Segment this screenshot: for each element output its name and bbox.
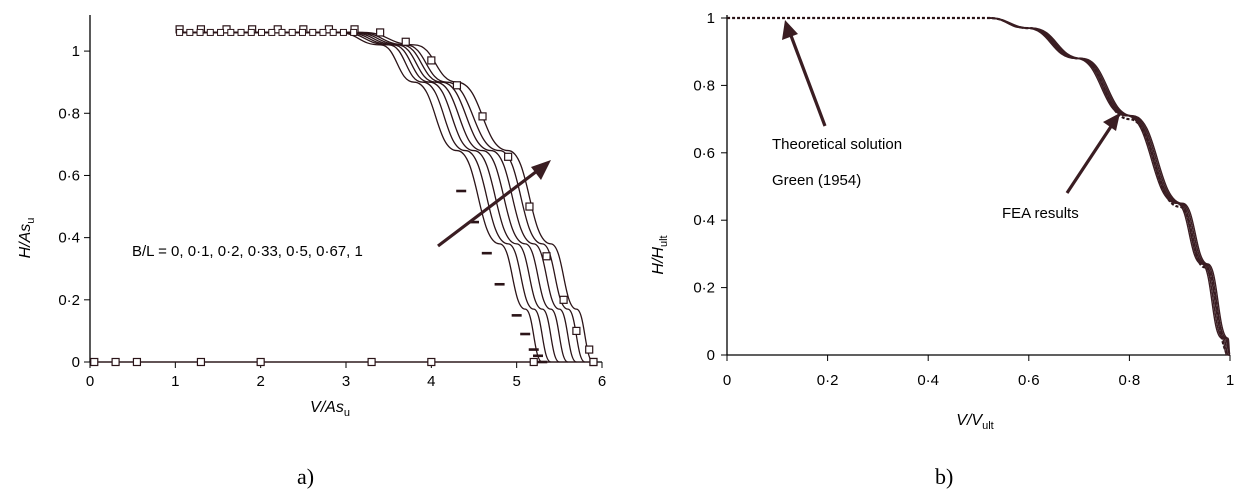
chart-b-x-ticks: 0 0·2 0·4 0·6 0·8 1 — [723, 355, 1234, 389]
chart-b-fea-line — [988, 17, 1231, 356]
chart-a-x-tick-label: 4 — [427, 373, 435, 390]
chart-a-square-marker — [542, 252, 551, 261]
chart-b-x-tick-label: 0·4 — [917, 372, 939, 389]
chart-a-square-marker — [258, 28, 266, 36]
chart-a-square-marker — [339, 28, 347, 36]
chart-a-square-marker — [111, 357, 120, 367]
chart-a-square-marker — [196, 357, 206, 367]
chart-a-square-marker — [186, 28, 194, 36]
chart-a-series — [90, 31, 594, 363]
chart-a-y-tick-label: 0·2 — [58, 292, 80, 309]
chart-a-square-marker — [427, 56, 436, 65]
chart-a-square-marker — [247, 28, 255, 36]
chart-a-square-marker — [90, 357, 99, 367]
chart-a-square-marker — [589, 357, 598, 367]
chart-a-markers — [90, 25, 598, 367]
chart-a-square-marker — [298, 28, 306, 36]
chart-b-series — [727, 16, 1231, 357]
chart-a-annotation: B/L = 0, 0·1, 0·2, 0·33, 0·5, 0·67, 1 — [132, 243, 363, 260]
chart-b-y-label: H/Hult — [650, 235, 670, 274]
chart-b-y-tick-label: 0·8 — [693, 77, 715, 94]
chart-a-square-marker — [478, 112, 487, 121]
chart-a-square-marker — [206, 28, 214, 36]
chart-a-square-marker — [227, 28, 235, 36]
chart-b-fea-line — [988, 17, 1228, 356]
chart-b-annotation-theoretical: Theoretical solution — [772, 136, 902, 153]
chart-b-y-tick-label: 1 — [707, 10, 715, 27]
chart-a-square-marker — [278, 28, 286, 36]
chart-b-x-label: V/Vult — [956, 412, 993, 432]
chart-a-arrow — [437, 160, 551, 248]
chart-a-y-ticks: 0 0·2 0·4 0·6 0·8 1 — [58, 43, 90, 371]
chart-a-series-line — [179, 31, 569, 363]
chart-b-arrow-fea — [1065, 113, 1120, 194]
chart-b-x-tick-label: 0·8 — [1119, 372, 1141, 389]
chart-a-square-marker — [268, 28, 276, 36]
chart-b-fea-line — [988, 17, 1231, 356]
chart-a-square-marker — [309, 28, 317, 36]
chart-a-square-marker — [176, 28, 184, 36]
chart-a-series-line — [179, 31, 594, 363]
chart-a-square-marker — [329, 28, 337, 36]
chart-a-square-marker — [529, 357, 538, 367]
chart-a-square-marker — [319, 28, 327, 36]
chart-a-square-marker — [367, 357, 376, 367]
chart-a-square-marker — [572, 326, 581, 336]
chart-a-square-marker — [585, 345, 594, 354]
chart-a-square-marker — [256, 357, 265, 367]
chart-b-y-tick-label: 0·6 — [693, 145, 715, 162]
chart-a-x-tick-label: 2 — [256, 373, 264, 390]
chart-b-fea-line — [988, 17, 1231, 356]
chart-a-square-marker — [559, 295, 568, 304]
chart-b-x-tick-label: 0·6 — [1018, 372, 1040, 389]
chart-b-annotation-green: Green (1954) — [772, 172, 861, 189]
chart-a-y-label: H/Asu — [17, 218, 37, 259]
chart-b-arrow-theoretical — [782, 20, 827, 127]
chart-a-y-tick-label: 1 — [72, 43, 80, 60]
chart-b: 0 0·2 0·4 0·6 0·8 1 0 0·2 0·4 0·6 0·8 1 H/Hult V/V… — [650, 10, 1234, 489]
chart-a-y-tick-label: 0·8 — [58, 105, 80, 122]
chart-a: 0 1 2 3 4 5 6 0 0·2 0·4 0·6 0·8 1 H/Asu V/Asu B/L =… — [17, 15, 606, 489]
chart-a-series-line — [179, 31, 543, 363]
chart-a-y-tick-label: 0·4 — [58, 230, 80, 247]
chart-a-x-ticks: 0 1 2 3 4 5 6 — [86, 362, 606, 390]
chart-a-square-marker — [288, 28, 296, 36]
caption-a: a) — [297, 464, 314, 489]
chart-b-fea-line — [988, 17, 1230, 356]
chart-a-square-marker — [376, 28, 385, 37]
chart-a-series-line — [179, 31, 577, 363]
chart-b-annotation-fea: FEA results — [1002, 205, 1079, 222]
chart-a-x-tick-label: 6 — [598, 373, 606, 390]
chart-b-y-tick-label: 0 — [707, 347, 715, 364]
chart-b-x-tick-label: 0·2 — [817, 372, 839, 389]
chart-a-x-tick-label: 3 — [342, 373, 350, 390]
chart-a-square-marker — [350, 28, 358, 36]
chart-a-x-tick-label: 5 — [512, 373, 520, 390]
chart-a-x-tick-label: 1 — [171, 373, 179, 390]
chart-a-square-marker — [401, 37, 410, 46]
chart-a-square-marker — [452, 81, 462, 90]
chart-a-square-marker — [237, 28, 245, 36]
chart-b-x-tick-label: 1 — [1226, 372, 1234, 389]
chart-a-square-marker — [196, 28, 204, 36]
chart-a-y-tick-label: 0 — [72, 354, 80, 371]
chart-a-square-marker — [427, 357, 436, 367]
chart-a-series-line — [179, 31, 586, 363]
chart-a-x-tick-label: 0 — [86, 373, 94, 390]
chart-b-y-ticks: 0 0·2 0·4 0·6 0·8 1 — [693, 10, 727, 364]
chart-a-square-marker — [504, 152, 513, 161]
chart-b-x-tick-label: 0 — [723, 372, 731, 389]
chart-a-square-marker — [217, 28, 225, 36]
chart-a-square-marker — [132, 357, 142, 367]
chart-a-x-label: V/Asu — [310, 399, 350, 419]
chart-b-y-tick-label: 0·2 — [693, 280, 715, 297]
chart-a-y-tick-label: 0·6 — [58, 167, 80, 184]
caption-b: b) — [935, 464, 953, 489]
chart-a-square-marker — [525, 202, 534, 211]
chart-b-y-tick-label: 0·4 — [693, 212, 715, 229]
